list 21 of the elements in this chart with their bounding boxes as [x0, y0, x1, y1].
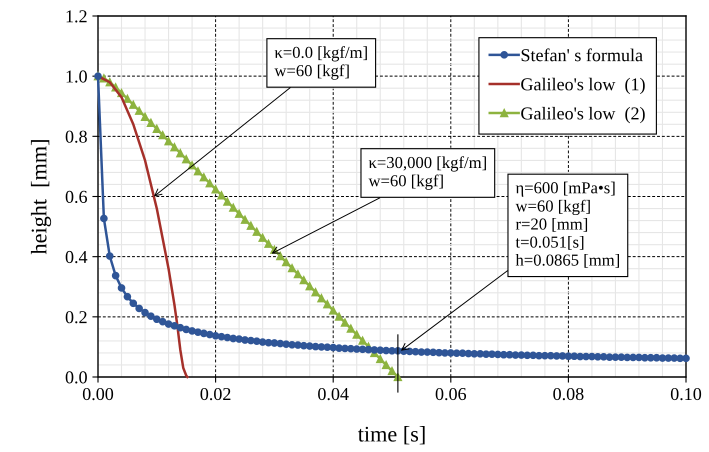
annotation: κ=0.0 [kgf/m] w=60 [kgf]: [274, 46, 367, 80]
legend-label: Galileo's low (1): [521, 78, 645, 94]
x-tick-label: 0.02: [200, 388, 230, 400]
annotation: η=600 [mPa•s] w=60 [kgf] r=20 [mm] t=0.051[s] h=0.0865 [mm]: [515, 182, 620, 268]
legend-label: Stefan' s formula: [522, 48, 643, 62]
y-tick-label: 0.6: [66, 190, 88, 204]
y-tick-label: 0.0: [66, 371, 87, 384]
legend-label: Galileo's low (2): [521, 106, 645, 124]
y-tick-label: 0.2: [66, 311, 87, 324]
y-tick-label: 0.8: [66, 130, 87, 143]
x-tick-label: 0.10: [670, 388, 702, 400]
y-tick-label: 0.4: [66, 250, 88, 264]
y-tick-label: 1.2: [66, 10, 87, 23]
x-tick-label: 0.04: [318, 388, 349, 400]
x-axis-title: time [s]: [358, 426, 425, 444]
y-tick-label: 1.0: [66, 70, 87, 83]
y-axis-title: height [mm]: [30, 140, 52, 254]
x-tick-label: 0.08: [553, 388, 584, 400]
x-tick-label: 0.00: [82, 388, 114, 400]
x-tick-label: 0.06: [436, 388, 466, 400]
annotation: κ=30,000 [kgf/m] w=60 [kgf]: [368, 156, 486, 190]
